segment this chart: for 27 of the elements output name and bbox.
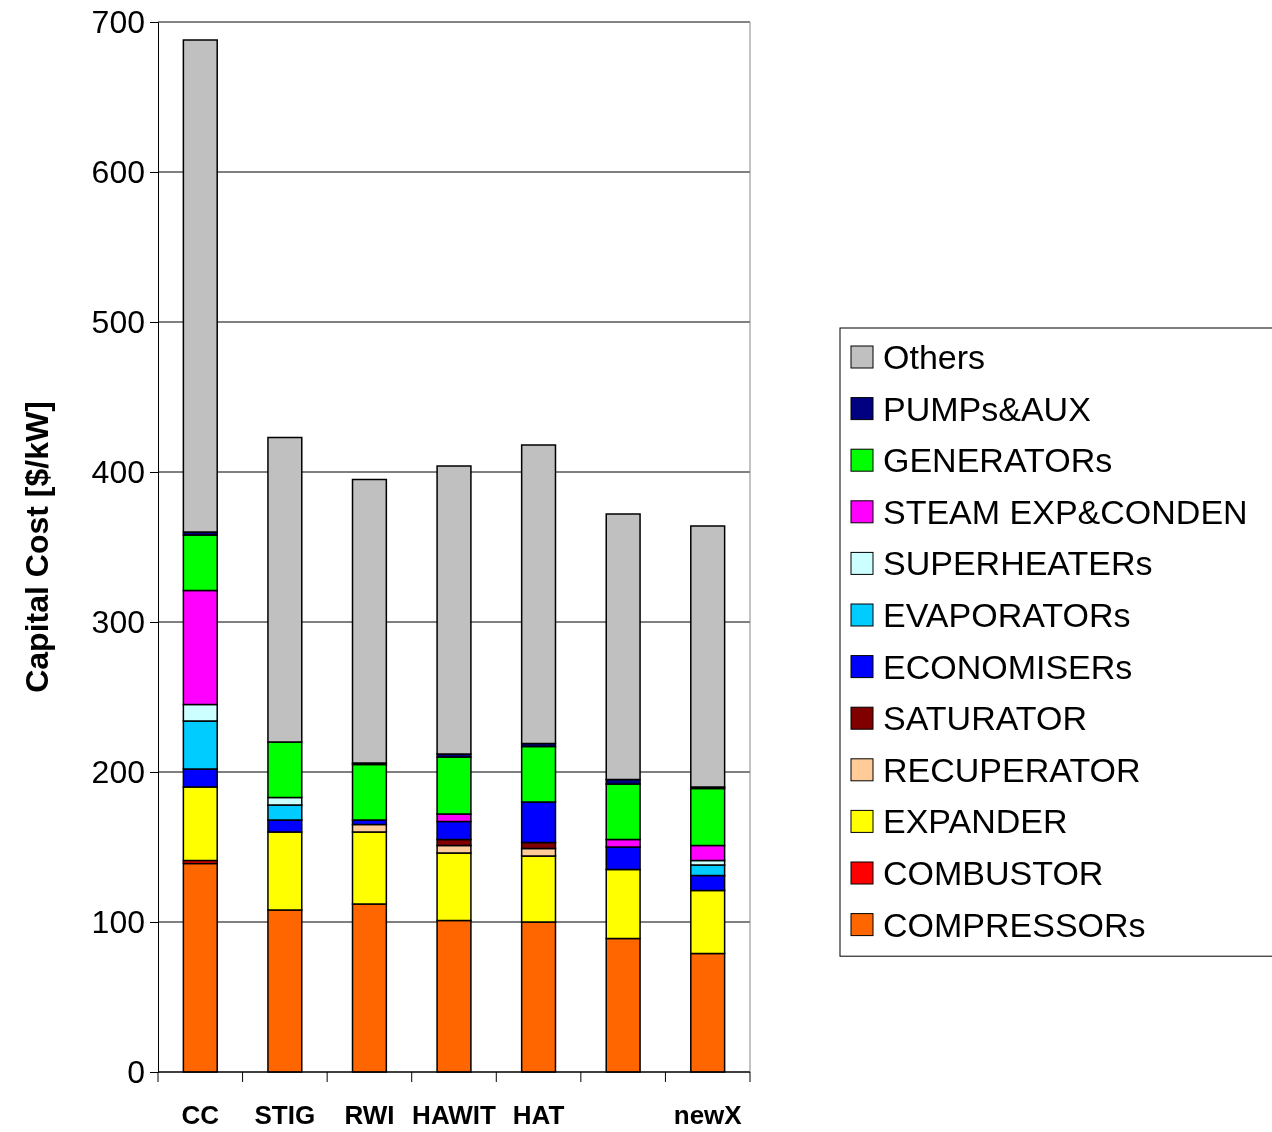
y-tick-label: 0 (127, 1053, 145, 1090)
x-tick-label: HAT (512, 1100, 565, 1130)
y-tick-label: 200 (91, 753, 145, 790)
x-tick-label: RWI (344, 1100, 395, 1130)
legend-label: GENERATORs (883, 441, 1113, 480)
x-tick-label: HAWIT (412, 1100, 496, 1130)
y-tick-label: 400 (91, 453, 145, 490)
legend-label: STEAM EXP&CONDEN (883, 492, 1248, 531)
legend-label: SUPERHEATERs (883, 544, 1153, 583)
x-tick-label: CC (181, 1100, 220, 1130)
legend-label: SATURATOR (883, 699, 1088, 738)
y-tick-label: 100 (91, 903, 145, 940)
x-tick-label: STIG (254, 1100, 316, 1130)
y-tick-label: 300 (91, 603, 145, 640)
y-tick-label: 500 (91, 303, 145, 340)
legend-label: Others (883, 338, 986, 376)
legend-label: EXPANDER (883, 802, 1068, 841)
legend-label: ECONOMISERs (883, 647, 1133, 686)
y-axis-title: Capital Cost [$/kW] (19, 401, 55, 693)
legend-label: COMPRESSORs (883, 905, 1146, 944)
x-tick-label: newX (673, 1100, 743, 1130)
y-tick-label: 700 (91, 3, 145, 40)
y-tick-label: 600 (91, 153, 145, 190)
legend-label: EVAPORATORs (883, 596, 1131, 634)
legend-label: RECUPERATOR (883, 750, 1141, 789)
legend-label: COMBUSTOR (883, 854, 1104, 892)
legend-label: PUMPs&AUX (883, 389, 1091, 428)
